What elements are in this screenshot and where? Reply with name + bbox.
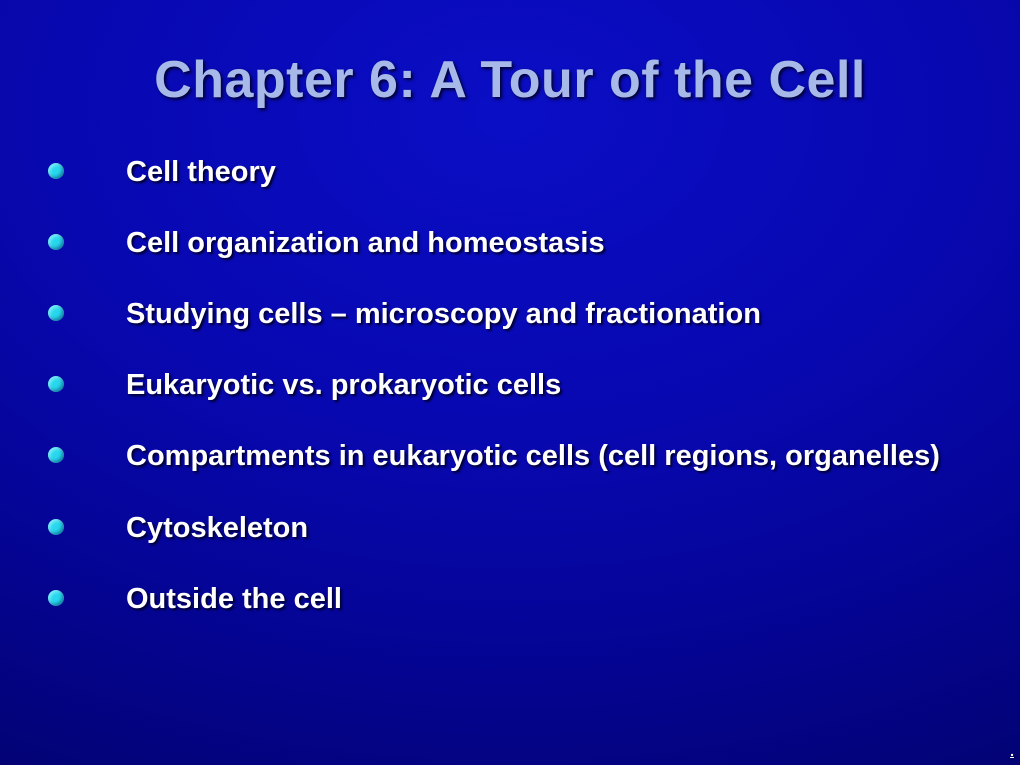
list-item: Cell theory bbox=[48, 154, 980, 191]
presentation-slide: Chapter 6: A Tour of the Cell Cell theor… bbox=[0, 0, 1020, 765]
bullet-icon bbox=[48, 234, 64, 250]
list-item: Eukaryotic vs. prokaryotic cells bbox=[48, 367, 980, 404]
list-item-text: Studying cells – microscopy and fraction… bbox=[126, 296, 761, 333]
list-item: Compartments in eukaryotic cells (cell r… bbox=[48, 438, 980, 475]
list-item: Cytoskeleton bbox=[48, 510, 980, 547]
list-item: Studying cells – microscopy and fraction… bbox=[48, 296, 980, 333]
corner-mark: . bbox=[1010, 743, 1014, 759]
list-item: Outside the cell bbox=[48, 581, 980, 618]
list-item-text: Cytoskeleton bbox=[126, 510, 308, 547]
slide-title: Chapter 6: A Tour of the Cell bbox=[40, 50, 980, 110]
bullet-icon bbox=[48, 376, 64, 392]
bullet-icon bbox=[48, 447, 64, 463]
list-item-text: Cell theory bbox=[126, 154, 276, 191]
list-item-text: Compartments in eukaryotic cells (cell r… bbox=[126, 438, 940, 475]
list-item: Cell organization and homeostasis bbox=[48, 225, 980, 262]
list-item-text: Cell organization and homeostasis bbox=[126, 225, 605, 262]
bullet-icon bbox=[48, 163, 64, 179]
bullet-icon bbox=[48, 590, 64, 606]
bullet-icon bbox=[48, 305, 64, 321]
list-item-text: Eukaryotic vs. prokaryotic cells bbox=[126, 367, 561, 404]
bullet-icon bbox=[48, 519, 64, 535]
bullet-list: Cell theory Cell organization and homeos… bbox=[40, 154, 980, 618]
list-item-text: Outside the cell bbox=[126, 581, 342, 618]
